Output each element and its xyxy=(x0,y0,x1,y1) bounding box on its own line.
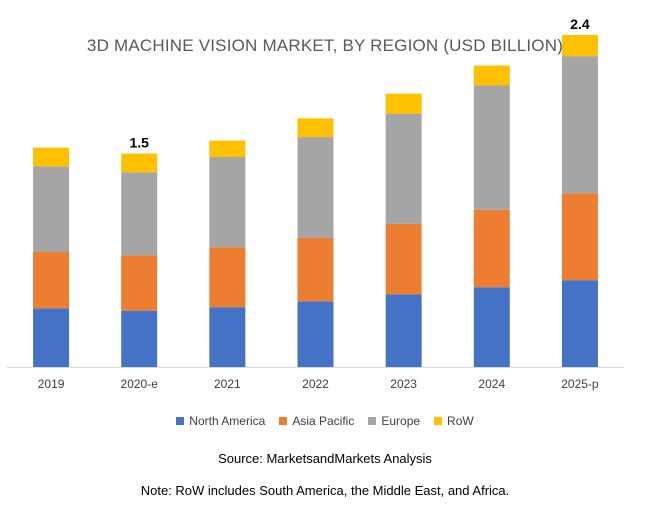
bar-segment-row-2024 xyxy=(473,65,510,86)
bar-segment-asia-pacific-2019 xyxy=(33,252,70,309)
bar-segment-europe-2020-e xyxy=(121,172,158,256)
legend-swatch xyxy=(279,417,288,425)
bar-segment-asia-pacific-2025-p xyxy=(561,193,598,281)
legend-label: RoW xyxy=(447,414,474,428)
data-label: 1.5 xyxy=(129,135,149,151)
x-tick-label: 2024 xyxy=(478,377,505,391)
bar-segment-asia-pacific-2023 xyxy=(385,223,422,295)
x-tick-label: 2023 xyxy=(390,377,417,391)
legend-item-europe: Europe xyxy=(368,414,420,428)
bar-segment-asia-pacific-2022 xyxy=(297,237,334,302)
legend-item-north-america: North America xyxy=(176,414,265,428)
bar-segment-row-2019 xyxy=(33,147,70,167)
footnote: Note: RoW includes South America, the Mi… xyxy=(140,483,510,498)
bar-segment-row-2023 xyxy=(385,93,422,114)
bar-segment-north-america-2021 xyxy=(209,307,246,367)
bar-segment-europe-2025-p xyxy=(561,56,598,194)
bar-segment-europe-2021 xyxy=(209,157,246,248)
bar-segment-row-2022 xyxy=(297,118,334,138)
bar-segment-north-america-2024 xyxy=(473,287,510,367)
bar-segment-europe-2019 xyxy=(33,166,70,253)
legend-swatch xyxy=(176,417,185,425)
bar-segment-north-america-2022 xyxy=(297,301,334,367)
chart-title: 3D MACHINE VISION MARKET, BY REGION (USD… xyxy=(86,36,564,55)
bar-segment-north-america-2020-e xyxy=(121,310,158,367)
x-tick-label: 2020-e xyxy=(121,377,159,391)
data-label: 2.4 xyxy=(570,16,590,32)
bar-segment-europe-2024 xyxy=(473,85,510,210)
legend-label: Asia Pacific xyxy=(292,414,355,428)
bar-segment-row-2020-e xyxy=(121,153,158,173)
bar-segment-europe-2022 xyxy=(297,137,334,238)
legend-item-row: RoW xyxy=(434,414,474,428)
legend-swatch xyxy=(434,417,443,425)
bar-segment-asia-pacific-2024 xyxy=(473,209,510,288)
bar-segment-north-america-2023 xyxy=(385,294,422,367)
chart-legend: North America Asia Pacific Europe RoW xyxy=(0,414,650,428)
legend-swatch xyxy=(368,417,377,425)
bar-segment-north-america-2025-p xyxy=(561,280,598,367)
legend-item-asia-pacific: Asia Pacific xyxy=(279,414,354,428)
x-tick-label: 2025-p xyxy=(561,377,599,391)
x-tick-label: 2021 xyxy=(214,377,241,391)
bar-segment-row-2021 xyxy=(209,140,246,158)
bar-segment-north-america-2019 xyxy=(33,308,70,367)
bar-segment-asia-pacific-2020-e xyxy=(121,255,158,311)
bar-segment-europe-2023 xyxy=(385,113,422,224)
x-tick-label: 2019 xyxy=(38,377,65,391)
bar-segment-asia-pacific-2021 xyxy=(209,247,246,308)
source-note: Source: MarketsandMarkets Analysis xyxy=(218,451,432,466)
legend-label: North America xyxy=(189,414,266,428)
bar-segment-row-2025-p xyxy=(561,35,598,57)
legend-label: Europe xyxy=(381,414,421,428)
x-tick-label: 2022 xyxy=(302,377,329,391)
